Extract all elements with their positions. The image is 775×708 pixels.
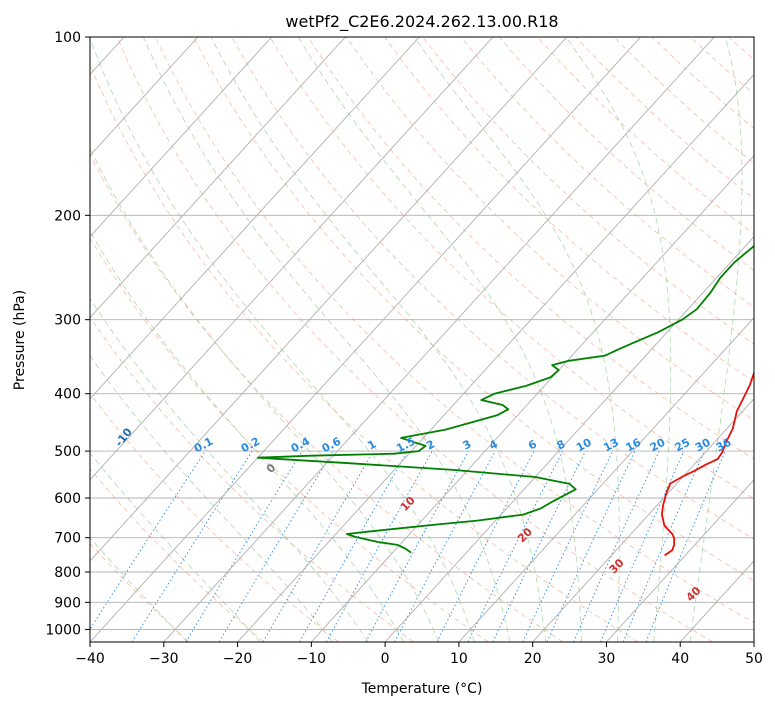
mixing-ratio-line (573, 450, 660, 642)
isotherm-line (90, 37, 494, 481)
x-tick-label: 50 (745, 651, 763, 667)
mixing-ratio-lines (90, 450, 726, 642)
mixing-ratio-label: 30 (693, 436, 713, 455)
mixing-ratio-line (600, 450, 685, 642)
x-tick-label: 10 (450, 651, 468, 667)
dry-adiabat-line (269, 37, 754, 500)
isotherm-line (163, 37, 715, 642)
dry-adiabat-line (346, 37, 754, 421)
isotherm-line (532, 398, 754, 642)
moist-adiabat-line (143, 37, 511, 642)
y-axis: 100 200 300 400 500 600 700 800 900 1000 (45, 30, 90, 638)
dry-adiabat-line (193, 37, 754, 582)
x-tick-label: 30 (598, 651, 616, 667)
y-tick-label: 500 (54, 444, 81, 460)
mixing-ratio-line (131, 450, 253, 642)
x-tick-label: 0 (381, 651, 390, 667)
mixing-ratio-label: 16 (624, 436, 644, 455)
isotherm-line (90, 37, 273, 238)
isotherm-line (90, 37, 346, 319)
mixing-ratio-line (185, 450, 303, 642)
isotherm-line (458, 317, 754, 642)
mixing-ratio-line (299, 450, 408, 642)
x-tick-label: −20 (223, 651, 253, 667)
y-tick-label: 100 (54, 30, 81, 46)
isotherm-line (237, 73, 754, 642)
mixing-ratio-line (365, 450, 469, 642)
y-tick-label: 1000 (45, 622, 81, 638)
dry-adiabat-line (154, 37, 754, 624)
y-axis-label: Pressure (hPa) (12, 290, 28, 390)
x-tick-label: −40 (75, 651, 105, 667)
plot-frame (89, 36, 755, 643)
moist-adiabats (90, 37, 743, 642)
x-axis-label: Temperature (°C) (361, 681, 483, 697)
dry-adiabat-line (90, 468, 265, 642)
mixing-ratio-label: 13 (601, 436, 621, 455)
chart-title: wetPf2_C2E6.2024.262.13.00.R18 (285, 12, 558, 32)
y-tick-label: 400 (54, 387, 81, 403)
isotherm-line (90, 37, 568, 562)
mixing-ratio-line (467, 450, 564, 642)
mixing-ratio-label: 36 (714, 436, 734, 455)
mixing-ratio-line (394, 450, 496, 642)
dry-adiabat-line (422, 37, 754, 345)
mixing-ratio-line (326, 450, 433, 642)
isotherms (90, 37, 754, 642)
plot-area: 0.10.20.40.611.52346810131620253036-100-… (90, 37, 754, 642)
moist-adiabat-line (90, 37, 475, 642)
isobars (90, 37, 754, 630)
moist-adiabat-line (90, 355, 333, 642)
isotherm-line (90, 37, 420, 400)
moist-adiabat-line (565, 37, 672, 642)
mixing-ratio-line (436, 450, 535, 642)
dry-adiabat-line (307, 37, 754, 460)
moist-adiabat-line (90, 452, 261, 642)
y-tick-label: 200 (54, 208, 81, 224)
moist-adiabat-line (413, 37, 620, 642)
mixing-ratio-label: 25 (673, 436, 693, 455)
y-tick-label: 300 (54, 313, 81, 329)
x-tick-label: −30 (149, 651, 179, 667)
isotherm-line (90, 37, 641, 642)
y-tick-label: 700 (54, 531, 81, 547)
moist-adiabat-line (298, 37, 582, 642)
mixing-ratio-line (622, 450, 705, 642)
mixing-ratio-label: 10 (574, 436, 594, 455)
moist-adiabat-line (90, 230, 404, 642)
mixing-ratio-line (90, 450, 206, 630)
isotherm-line (606, 479, 754, 642)
dewpoint-profile-line (256, 244, 754, 554)
x-axis: −40 −30 −20 −10 0 10 20 30 40 50 (75, 642, 763, 667)
mixing-ratio-label: 20 (648, 436, 668, 455)
isotherm-line (384, 235, 754, 642)
dry-adiabat-line (90, 153, 564, 642)
x-tick-label: −10 (297, 651, 327, 667)
y-tick-label: 800 (54, 565, 81, 581)
y-tick-label: 900 (54, 595, 81, 611)
y-tick-label: 600 (54, 491, 81, 507)
moist-adiabat-line (689, 37, 743, 642)
profile-series (256, 244, 754, 557)
moist-adiabat-line (90, 147, 440, 642)
isotherm-line (90, 37, 199, 157)
isotherm-line (310, 154, 754, 642)
temperature-profile-line (661, 370, 754, 557)
x-tick-label: 20 (524, 651, 542, 667)
x-tick-label: 40 (671, 651, 689, 667)
moist-adiabat-line (90, 297, 369, 642)
moist-adiabat-line (210, 37, 547, 642)
